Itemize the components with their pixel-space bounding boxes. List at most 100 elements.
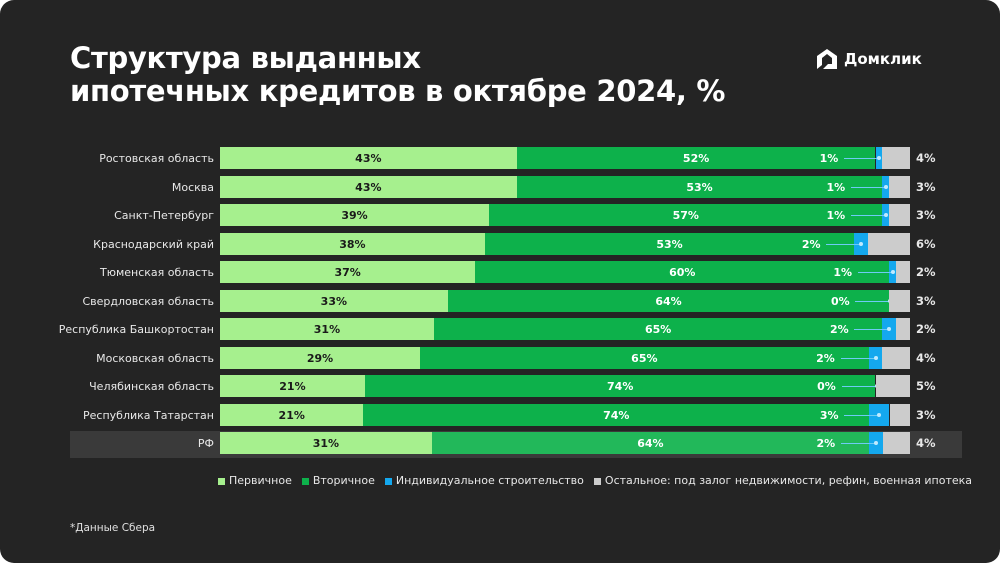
data-label-individual: 2% xyxy=(801,237,821,251)
data-label: 29% xyxy=(306,351,334,365)
data-label-individual: 2% xyxy=(816,437,836,450)
bar-segment-primary xyxy=(220,175,517,198)
bar-segment-secondary xyxy=(363,403,869,426)
bar-segment-secondary xyxy=(489,204,883,226)
data-label-individual: 0% xyxy=(817,380,836,393)
data-label: 21% xyxy=(278,408,305,422)
data-label: 33% xyxy=(320,294,348,308)
leader-dot xyxy=(883,184,888,189)
bar-segment-primary xyxy=(220,346,421,369)
leader-dot xyxy=(877,412,882,417)
bar-segment-secondary xyxy=(431,432,869,454)
data-label: 21% xyxy=(279,380,306,393)
leader-line xyxy=(826,243,862,245)
category-label: Свердловская область xyxy=(82,294,214,308)
category-label: Челябинская область xyxy=(89,380,214,393)
logo-text: Домклик xyxy=(844,50,922,68)
title-line-1: Структура выданных xyxy=(70,41,421,75)
data-label: 43% xyxy=(355,180,382,194)
leader-dot xyxy=(883,213,888,217)
bar-segment-other xyxy=(889,204,910,226)
data-label-other: 3% xyxy=(916,293,936,308)
bar-segment-other xyxy=(882,346,910,369)
leader-dot xyxy=(873,355,878,360)
bar-segment-secondary xyxy=(516,175,883,198)
bar-segment-primary xyxy=(220,147,517,169)
legend-swatch xyxy=(593,477,601,485)
data-label: 64% xyxy=(637,437,664,450)
bar-segment-primary xyxy=(220,261,476,283)
legend-label: Остальное: под залог недвижимости, рефин… xyxy=(604,474,973,487)
data-label: 57% xyxy=(672,209,699,222)
chart-title: Структура выданных ипотечных кредитов в … xyxy=(70,42,725,108)
data-label-other: 3% xyxy=(916,208,936,222)
data-label: 39% xyxy=(341,209,368,222)
leader-line xyxy=(840,357,876,359)
chart-legend: Первичное Вторичное Индивидуальное строите… xyxy=(218,474,972,487)
data-label-individual: 3% xyxy=(819,408,839,422)
data-label: 65% xyxy=(631,351,658,365)
data-label: 43% xyxy=(355,152,382,165)
data-label-other: 4% xyxy=(916,436,936,450)
data-label: 31% xyxy=(313,323,341,336)
bar-segment-secondary xyxy=(433,318,883,340)
category-label: РФ xyxy=(197,437,214,450)
legend-item: Вторичное xyxy=(301,474,375,487)
bar-segment-primary xyxy=(220,232,485,255)
domclick-logo: Домклик xyxy=(816,48,922,70)
data-label: 65% xyxy=(644,323,672,336)
data-label-other: 3% xyxy=(916,407,936,422)
legend-item: Индивидуальное строительство xyxy=(384,474,584,487)
category-label: Ростовская область xyxy=(99,152,214,165)
data-label-other: 2% xyxy=(916,322,936,336)
footnote: *Данные Сбера xyxy=(70,522,156,534)
leader-line xyxy=(855,300,891,302)
data-label-other: 5% xyxy=(916,379,936,393)
leader-dot xyxy=(887,327,892,331)
leader-dot xyxy=(876,156,881,160)
bar-segment-primary xyxy=(220,289,448,312)
leader-line xyxy=(843,158,879,159)
category-label: Краснодарский край xyxy=(93,237,214,251)
bar-segment-other xyxy=(889,175,910,198)
data-label-individual: 1% xyxy=(826,209,846,222)
leader-line xyxy=(854,329,890,330)
category-label: Республика Татарстан xyxy=(83,408,214,422)
data-label: 37% xyxy=(334,266,361,279)
data-label: 53% xyxy=(656,237,683,251)
leader-line xyxy=(857,272,893,273)
leader-dot xyxy=(890,270,895,274)
legend-item: Первичное xyxy=(218,474,292,487)
bar-segment-secondary xyxy=(516,147,876,169)
data-label-individual: 1% xyxy=(833,266,853,279)
leader-dot xyxy=(859,241,864,246)
leader-line xyxy=(840,443,876,444)
bar-segment-other xyxy=(889,403,910,426)
bar-segment-other xyxy=(889,289,910,312)
data-label-other: 4% xyxy=(916,151,936,165)
bar-segment-primary xyxy=(220,318,434,340)
leader-line xyxy=(841,386,877,387)
data-label-individual: 2% xyxy=(816,351,835,365)
data-label: 60% xyxy=(669,266,696,279)
bar-segment-secondary xyxy=(364,375,876,397)
data-label-individual: 1% xyxy=(819,152,839,165)
data-label-other: 2% xyxy=(916,265,936,279)
category-label: Московская область xyxy=(96,351,214,365)
legend-label: Первичное xyxy=(229,474,292,487)
data-label: 31% xyxy=(312,437,340,450)
leader-line xyxy=(850,215,886,216)
category-label: Тюменская область xyxy=(99,266,214,279)
legend-swatch xyxy=(384,477,392,485)
data-label-other: 4% xyxy=(916,350,936,365)
house-logo-icon xyxy=(817,49,837,69)
category-label: Санкт-Петербург xyxy=(114,209,214,222)
category-label: Москва xyxy=(171,180,214,194)
data-label: 74% xyxy=(607,380,634,393)
data-label: 64% xyxy=(655,294,682,308)
legend-label: Индивидуальное строительство xyxy=(395,474,584,487)
bar-segment-primary xyxy=(220,432,432,454)
bar-segment-other xyxy=(896,318,910,340)
data-label: 38% xyxy=(339,237,366,251)
